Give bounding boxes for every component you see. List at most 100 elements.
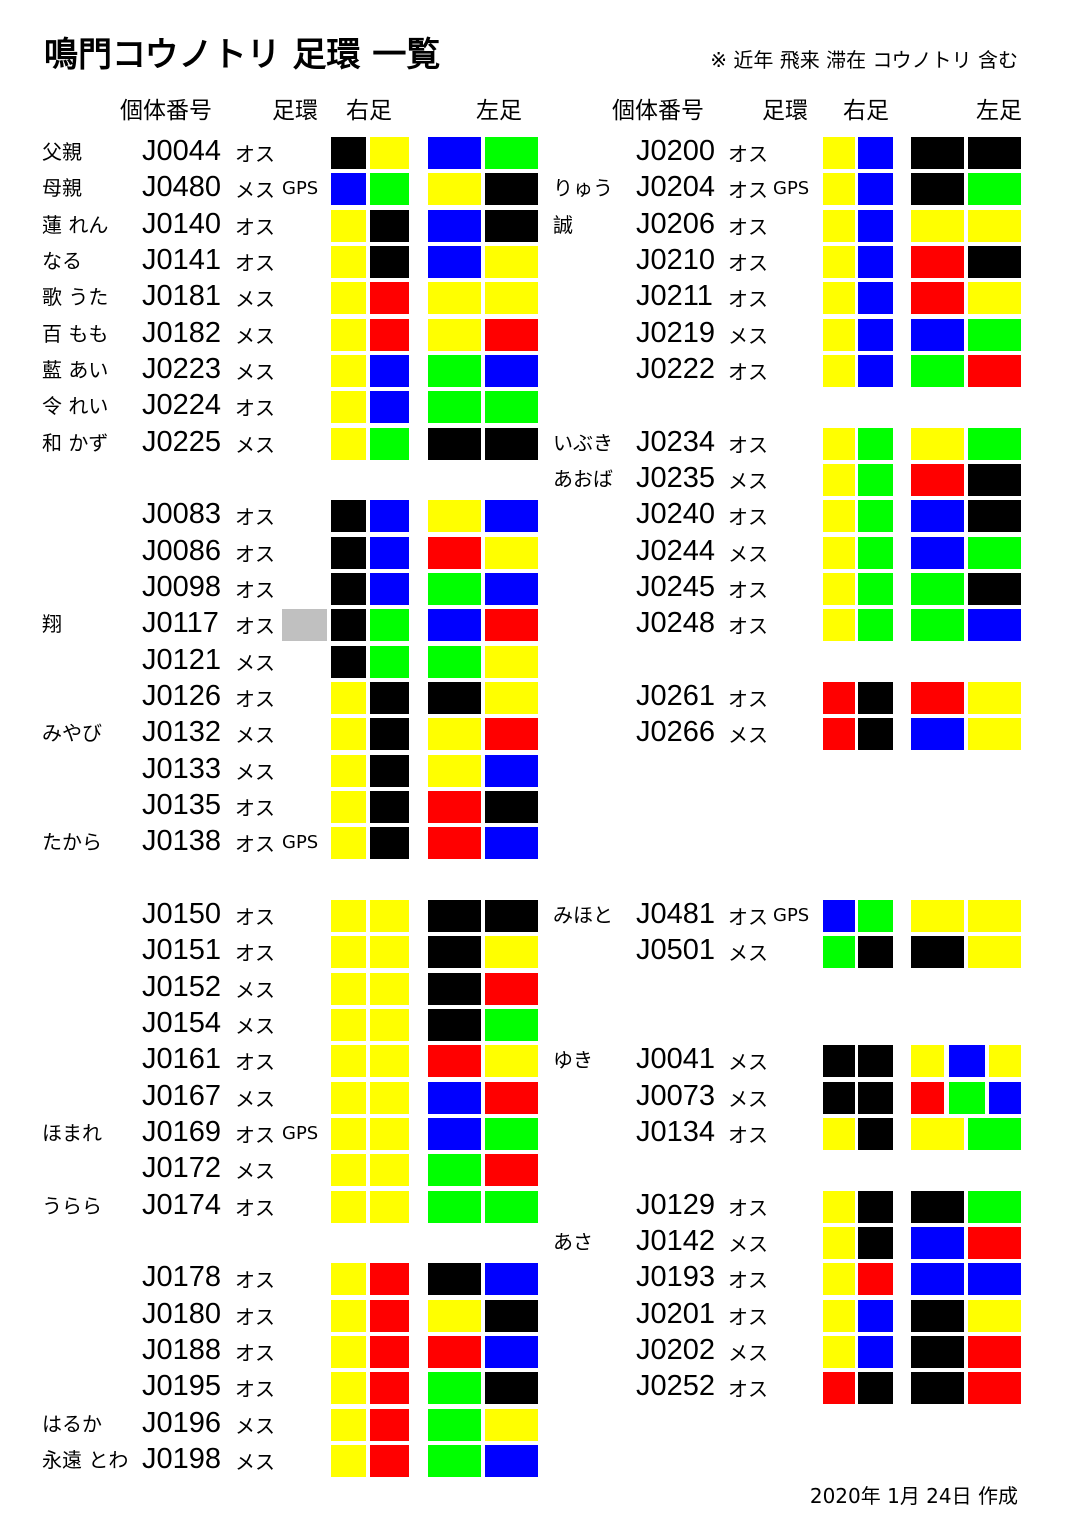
right-ring — [370, 681, 409, 714]
left-ring — [428, 1045, 481, 1078]
bird-name: 翔 — [42, 612, 62, 637]
right-ring — [370, 1190, 409, 1223]
sex: オス — [235, 577, 275, 602]
left-ring — [485, 137, 538, 169]
left-ring — [428, 718, 481, 751]
right-ring — [370, 427, 409, 460]
left-ring — [485, 245, 538, 278]
right-ring — [858, 500, 893, 533]
left-ring — [968, 173, 1021, 206]
bird-name: 誠 — [553, 212, 573, 237]
left-ring — [428, 609, 481, 642]
right-ring — [823, 427, 855, 460]
right-ring — [823, 1299, 855, 1332]
bird-name: あさ — [553, 1229, 593, 1254]
sex: オス — [235, 1195, 275, 1220]
sex: オス — [235, 686, 275, 711]
sex: メス — [235, 178, 275, 203]
right-ring — [370, 754, 409, 787]
right-ring — [370, 718, 409, 751]
bird-name: たから — [42, 830, 102, 855]
left-ring — [968, 354, 1021, 387]
right-ring — [823, 1335, 855, 1368]
right-ring — [823, 609, 855, 642]
right-ring — [331, 354, 366, 387]
sex: オス — [235, 904, 275, 929]
bird-id: J0234 — [636, 425, 716, 458]
right-ring — [858, 282, 893, 315]
bird-name: ゆき — [553, 1048, 593, 1073]
right-ring — [331, 1081, 366, 1114]
left-ring — [911, 1081, 944, 1114]
column-header: 右足 — [346, 98, 392, 124]
bird-id: J0224 — [142, 389, 222, 422]
left-ring — [911, 1226, 964, 1259]
right-ring — [370, 391, 409, 424]
right-ring — [823, 282, 855, 315]
right-ring — [331, 500, 366, 533]
left-ring — [968, 1263, 1021, 1296]
sex: メス — [235, 1086, 275, 1111]
right-ring — [858, 1335, 893, 1368]
bird-id: J0481 — [636, 897, 716, 930]
left-ring — [968, 427, 1021, 460]
right-ring — [858, 354, 893, 387]
left-ring — [968, 1117, 1021, 1150]
gps: GPS — [773, 178, 810, 200]
right-ring — [331, 754, 366, 787]
right-ring — [331, 1117, 366, 1150]
sex: オス — [235, 1268, 275, 1293]
left-ring — [911, 209, 964, 242]
bird-name: あおば — [553, 466, 613, 491]
right-ring — [370, 282, 409, 315]
left-ring — [968, 463, 1021, 496]
left-ring — [428, 282, 481, 315]
left-ring — [911, 899, 964, 932]
right-ring — [370, 1154, 409, 1187]
left-ring — [485, 1299, 538, 1332]
left-ring — [968, 718, 1021, 751]
left-ring — [911, 173, 964, 206]
column-header: 足環 — [762, 98, 808, 124]
right-ring — [370, 318, 409, 351]
left-ring — [485, 1045, 538, 1078]
bird-id: J0201 — [636, 1297, 716, 1330]
right-ring — [823, 500, 855, 533]
right-ring — [858, 463, 893, 496]
right-ring — [823, 1372, 855, 1405]
sex: メス — [235, 723, 275, 748]
sex: メス — [728, 723, 768, 748]
sex: メス — [235, 1413, 275, 1438]
left-ring — [428, 936, 481, 969]
right-ring — [858, 1299, 893, 1332]
left-ring — [968, 1190, 1021, 1223]
right-ring — [858, 173, 893, 206]
sex: オス — [235, 1122, 275, 1147]
title: 鳴門コウノトリ 足環 一覧 — [44, 35, 441, 75]
right-ring — [331, 282, 366, 315]
sex: メス — [235, 1159, 275, 1184]
left-ring — [428, 1408, 481, 1441]
right-ring — [331, 1299, 366, 1332]
bird-id: J0240 — [636, 498, 716, 531]
right-ring — [331, 681, 366, 714]
bird-id: J0210 — [636, 243, 716, 276]
left-ring — [911, 463, 964, 496]
left-ring — [911, 1372, 964, 1405]
left-ring — [428, 790, 481, 823]
bird-name: 藍 あい — [42, 357, 109, 382]
left-ring — [989, 1081, 1021, 1114]
right-ring — [370, 354, 409, 387]
left-ring — [968, 318, 1021, 351]
right-ring — [823, 1263, 855, 1296]
left-ring — [949, 1045, 985, 1078]
bird-id: J0200 — [636, 135, 716, 167]
right-ring — [370, 1117, 409, 1150]
bird-id: J0174 — [142, 1188, 222, 1221]
sex: メス — [728, 468, 768, 493]
left-ring — [911, 282, 964, 315]
bird-id: J0142 — [636, 1224, 716, 1257]
right-ring — [858, 245, 893, 278]
bird-name: 母親 — [42, 176, 82, 201]
left-ring — [428, 681, 481, 714]
